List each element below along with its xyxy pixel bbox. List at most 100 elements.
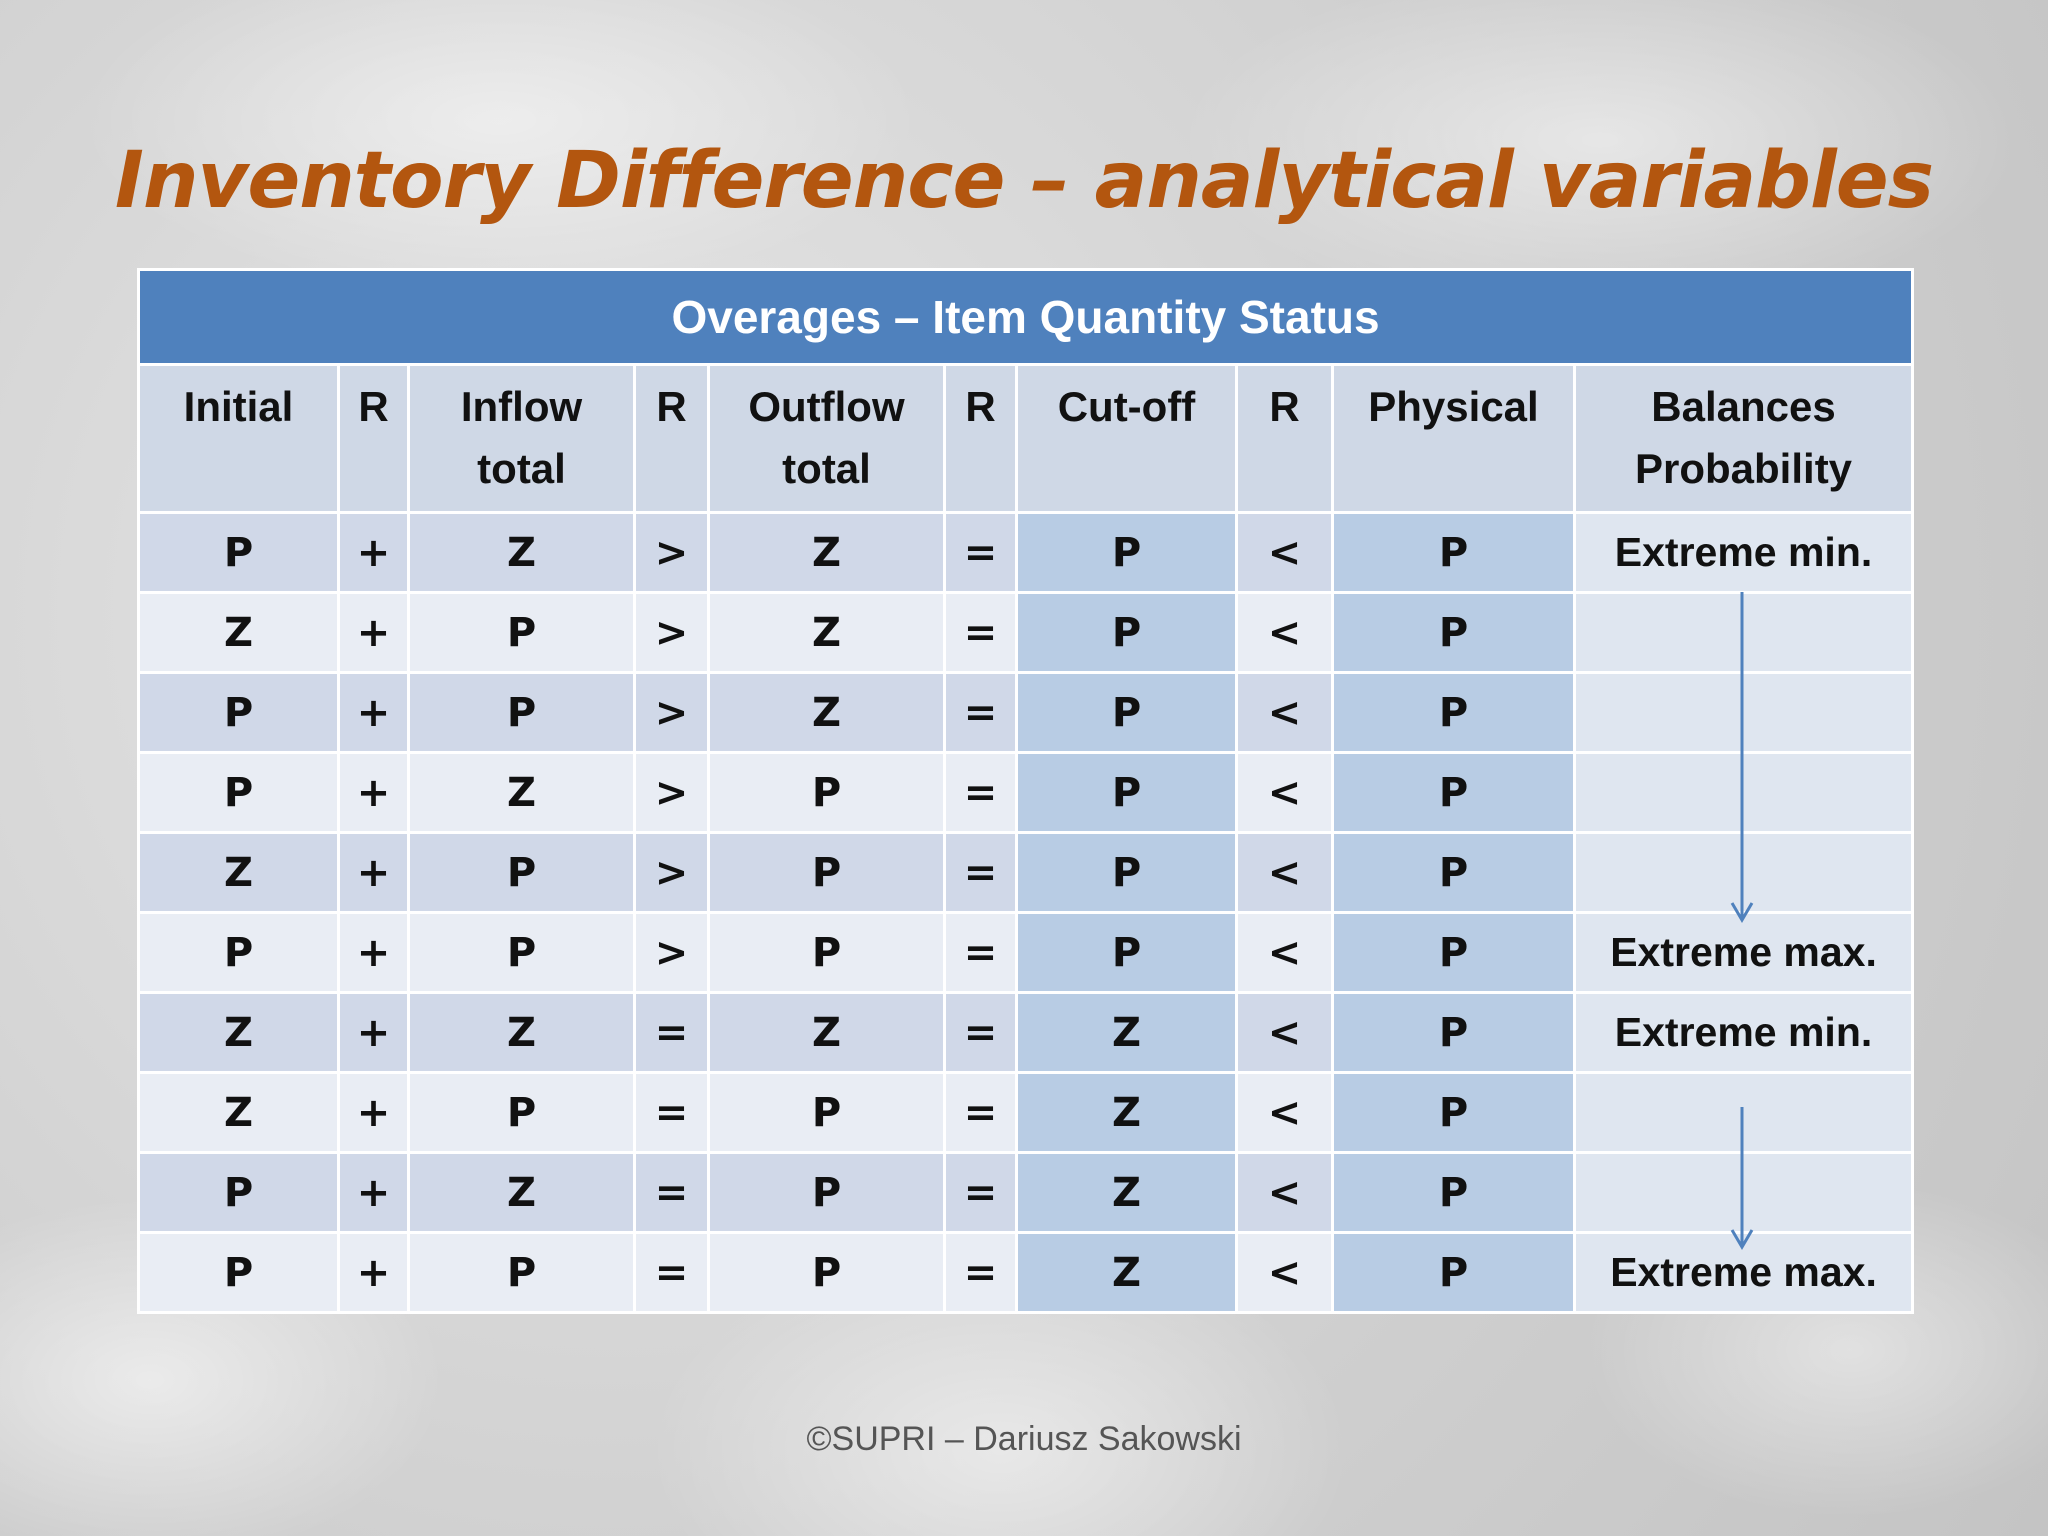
table-cell: P: [407, 831, 636, 914]
table-cell: P: [137, 1231, 340, 1314]
table-cell: +: [337, 991, 410, 1074]
table-cell: +: [337, 1231, 410, 1314]
header-row: Initial R Inflow total R Outflow total R Cut-off…: [137, 363, 1915, 514]
table-row: P + P > P = P < P Extreme max.: [137, 911, 1915, 994]
table-cell: <: [1235, 591, 1334, 674]
table-cell: >: [633, 671, 710, 754]
column-header-line: total: [782, 445, 871, 492]
table-cell: P: [407, 591, 636, 674]
table-cell: [1572, 831, 1915, 914]
column-header-line: total: [477, 445, 566, 492]
table-cell: P: [1331, 911, 1576, 994]
table-cell: +: [337, 1071, 410, 1154]
table-cell: P: [1331, 511, 1576, 594]
table-cell: [1572, 1071, 1915, 1154]
column-header: Outflow total: [707, 363, 946, 514]
table-cell: P: [1331, 1151, 1576, 1234]
table-row: Z + Z = Z = Z < P Extreme min.: [137, 991, 1915, 1074]
column-header: R: [633, 363, 710, 514]
table-cell: Z: [707, 511, 946, 594]
table-cell: Z: [407, 991, 636, 1074]
table-cell: =: [943, 1231, 1018, 1314]
column-header: R: [337, 363, 410, 514]
table-cell: P: [707, 1071, 946, 1154]
table-cell: P: [707, 1151, 946, 1234]
column-header: Cut-off: [1015, 363, 1238, 514]
table-cell: Extreme min.: [1572, 511, 1915, 594]
column-header: Balances Probability: [1572, 363, 1915, 514]
table-cell: =: [943, 591, 1018, 674]
table-cell: Z: [707, 671, 946, 754]
table-cell: P: [137, 671, 340, 754]
table-cell: =: [633, 1071, 710, 1154]
table-cell: Z: [707, 991, 946, 1074]
table-cell: P: [1331, 831, 1576, 914]
table-body: Initial R Inflow total R Outflow total R Cut-off…: [137, 363, 1915, 1314]
table-cell: Z: [137, 591, 340, 674]
table-cell: P: [1331, 1231, 1576, 1314]
table-cell: Extreme min.: [1572, 991, 1915, 1074]
column-header: R: [1235, 363, 1334, 514]
table-row: P + Z > P = P < P: [137, 751, 1915, 834]
table-cell: <: [1235, 1071, 1334, 1154]
page-title: Inventory Difference – analytical variab…: [114, 136, 1934, 226]
table-row: P + P > Z = P < P: [137, 671, 1915, 754]
table-row: Z + P > Z = P < P: [137, 591, 1915, 674]
table-cell: P: [1015, 671, 1238, 754]
column-header: Initial: [137, 363, 340, 514]
column-header-line: R: [1269, 383, 1300, 430]
probability-arrow-upper: [1730, 592, 1754, 923]
table-cell: P: [707, 911, 946, 994]
table-cell: Z: [1015, 1231, 1238, 1314]
footer-copyright: ©SUPRI – Dariusz Sakowski: [806, 1420, 1242, 1458]
table-cell: P: [1331, 751, 1576, 834]
column-header: Inflow total: [407, 363, 636, 514]
table-cell: +: [337, 591, 410, 674]
table-cell: Z: [137, 1071, 340, 1154]
table-cell: =: [943, 671, 1018, 754]
column-header-line: R: [358, 383, 389, 430]
table-cell: [1572, 591, 1915, 674]
table-cell: =: [633, 1151, 710, 1234]
table-cell: Z: [407, 751, 636, 834]
table-cell: [1572, 671, 1915, 754]
table-cell: >: [633, 591, 710, 674]
column-header-line: Probability: [1635, 445, 1853, 492]
column-header: R: [943, 363, 1018, 514]
table-cell: P: [137, 751, 340, 834]
column-header-line: Cut-off: [1057, 383, 1196, 430]
table-cell: P: [407, 1231, 636, 1314]
table-cell: P: [1015, 831, 1238, 914]
table-cell: <: [1235, 991, 1334, 1074]
table-cell: <: [1235, 1151, 1334, 1234]
table-cell: P: [137, 1151, 340, 1234]
table-cell: [1572, 1151, 1915, 1234]
column-header-line: R: [656, 383, 687, 430]
table-cell: Z: [707, 591, 946, 674]
table-cell: Z: [1015, 1151, 1238, 1234]
table-cell: P: [1015, 591, 1238, 674]
table-cell: Z: [1015, 991, 1238, 1074]
table-cell: =: [943, 1071, 1018, 1154]
column-header-line: Balances: [1651, 383, 1836, 430]
column-header-line: Outflow: [748, 383, 905, 430]
table-cell: Z: [407, 1151, 636, 1234]
table-row: Z + P > P = P < P: [137, 831, 1915, 914]
table-cell: P: [1331, 1071, 1576, 1154]
table-cell: =: [943, 911, 1018, 994]
column-header-line: Physical: [1368, 383, 1539, 430]
table-cell: +: [337, 1151, 410, 1234]
table-cell: +: [337, 911, 410, 994]
table-cell: P: [1015, 751, 1238, 834]
table-row: P + Z = P = Z < P: [137, 1151, 1915, 1234]
table-cell: =: [943, 1151, 1018, 1234]
table-cell: P: [407, 911, 636, 994]
table-row: Z + P = P = Z < P: [137, 1071, 1915, 1154]
table-cell: P: [1015, 911, 1238, 994]
table-cell: Z: [137, 991, 340, 1074]
table-cell: P: [707, 751, 946, 834]
table-cell: +: [337, 671, 410, 754]
table-cell: Extreme max.: [1572, 911, 1915, 994]
table-cell: <: [1235, 671, 1334, 754]
column-header-line: R: [965, 383, 996, 430]
